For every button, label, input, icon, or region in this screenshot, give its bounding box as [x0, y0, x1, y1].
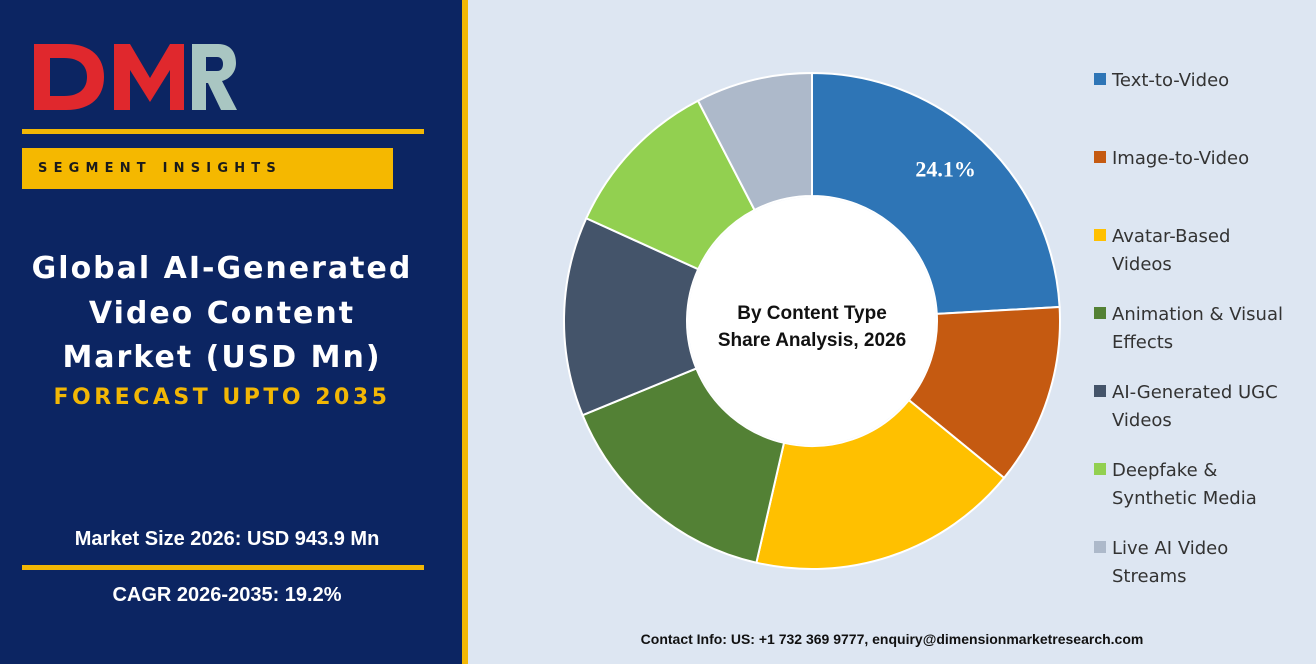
legend-label-line: Streams: [1112, 566, 1187, 587]
contact-info: Contact Info: US: +1 732 369 9777, enqui…: [640, 631, 1144, 647]
title-line-2: Video Content: [88, 296, 356, 331]
legend-label-line: Effects: [1112, 332, 1174, 353]
legend-swatch: [1094, 307, 1106, 319]
legend-swatch: [1094, 541, 1106, 553]
donut-slice-5: [563, 216, 700, 417]
dmr-logo: [34, 44, 237, 110]
legend-label: Deepfake & Synthetic Media: [1112, 457, 1312, 513]
legend-swatch: [1094, 229, 1106, 241]
legend-label-line: Animation & Visual: [1112, 304, 1283, 325]
legend-swatch: [1094, 73, 1106, 85]
legend-label-line: Text-to-Video: [1112, 70, 1230, 91]
left-panel: [0, 0, 462, 664]
gold-rule-bottom: [22, 565, 424, 570]
legend-label-line: Deepfake &: [1112, 460, 1218, 481]
donut-slice-2: [907, 305, 1061, 480]
donut-slice-1: [811, 71, 1061, 315]
legend-label-line: Avatar-Based: [1112, 226, 1231, 247]
legend-label-line: AI-Generated UGC: [1112, 382, 1278, 403]
legend-label: Avatar-Based Videos: [1112, 223, 1312, 279]
forecast-subtitle: FORECAST UPTO 2035: [53, 385, 391, 410]
legend-swatch: [1094, 151, 1106, 163]
legend-label-line: Image-to-Video: [1112, 148, 1250, 169]
cagr-stat: CAGR 2026-2035: 19.2%: [112, 584, 342, 606]
legend-swatch: [1094, 463, 1106, 475]
donut-slice-7: [696, 71, 813, 212]
legend-label: Live AI Video Streams: [1112, 535, 1312, 591]
legend-label-line: Videos: [1112, 254, 1172, 275]
legend-label: Image-to-Video: [1112, 145, 1312, 173]
segment-insights-label: SEGMENT INSIGHTS: [38, 161, 282, 176]
panel-divider: [462, 0, 468, 664]
legend-label-line: Videos: [1112, 410, 1172, 431]
title-line-1: Global AI-Generated: [31, 251, 413, 286]
gold-rule-top: [22, 129, 424, 134]
data-label-1: 24.1%: [915, 157, 976, 182]
center-label-line-2: Share Analysis, 2026: [718, 330, 906, 351]
donut-slice-4: [581, 367, 786, 564]
legend-label: Text-to-Video: [1112, 67, 1312, 95]
legend-label: Animation & Visual Effects: [1112, 301, 1312, 357]
segment-insights-banner: SEGMENT INSIGHTS: [22, 148, 393, 189]
legend-label: AI-Generated UGC Videos: [1112, 379, 1312, 435]
legend-swatch: [1094, 385, 1106, 397]
legend-label-line: Synthetic Media: [1112, 488, 1257, 509]
market-size-stat: Market Size 2026: USD 943.9 Mn: [74, 528, 380, 550]
donut-slice-3: [755, 398, 1006, 570]
donut-hole: [688, 197, 936, 445]
title-line-3: Market (USD Mn): [62, 340, 382, 375]
center-label-line-1: By Content Type: [737, 303, 887, 324]
legend-label-line: Live AI Video: [1112, 538, 1229, 559]
